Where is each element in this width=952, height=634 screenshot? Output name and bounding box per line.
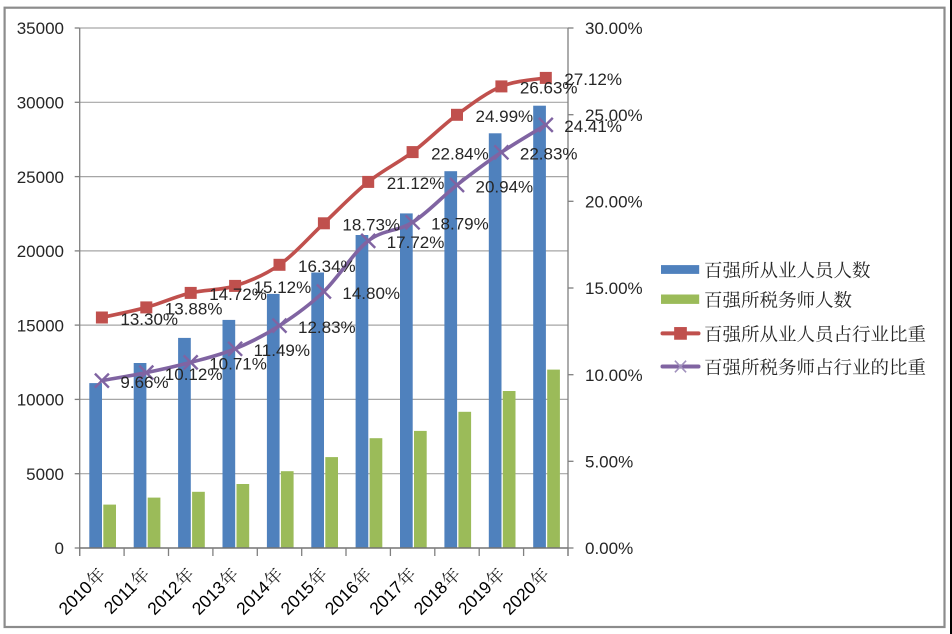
svg-text:14.72%: 14.72% bbox=[209, 285, 267, 304]
svg-text:25.00%: 25.00% bbox=[585, 106, 643, 125]
svg-text:17.72%: 17.72% bbox=[387, 233, 445, 252]
svg-text:15.12%: 15.12% bbox=[254, 278, 312, 297]
svg-text:25000: 25000 bbox=[17, 168, 64, 187]
svg-text:21.12%: 21.12% bbox=[387, 174, 445, 193]
svg-text:0: 0 bbox=[55, 539, 64, 558]
svg-text:22.83%: 22.83% bbox=[520, 145, 578, 164]
svg-text:20.00%: 20.00% bbox=[585, 193, 643, 212]
svg-text:13.88%: 13.88% bbox=[165, 300, 223, 319]
svg-text:18.73%: 18.73% bbox=[342, 216, 400, 235]
svg-text:15.00%: 15.00% bbox=[585, 279, 643, 298]
svg-text:26.63%: 26.63% bbox=[520, 79, 578, 98]
svg-text:18.79%: 18.79% bbox=[431, 215, 489, 234]
svg-text:30000: 30000 bbox=[17, 94, 64, 113]
svg-text:5000: 5000 bbox=[26, 465, 64, 484]
svg-text:30.00%: 30.00% bbox=[585, 19, 643, 38]
svg-text:27.12%: 27.12% bbox=[564, 70, 622, 89]
svg-text:0.00%: 0.00% bbox=[585, 539, 633, 558]
svg-text:20.94%: 20.94% bbox=[476, 177, 534, 196]
svg-text:9.66%: 9.66% bbox=[120, 373, 168, 392]
svg-text:15000: 15000 bbox=[17, 316, 64, 335]
svg-text:10.12%: 10.12% bbox=[165, 365, 223, 384]
svg-text:10000: 10000 bbox=[17, 391, 64, 410]
svg-text:10.00%: 10.00% bbox=[585, 366, 643, 385]
svg-text:24.41%: 24.41% bbox=[564, 117, 622, 136]
svg-text:22.84%: 22.84% bbox=[431, 144, 489, 163]
svg-text:24.99%: 24.99% bbox=[476, 107, 534, 126]
svg-text:14.80%: 14.80% bbox=[342, 284, 400, 303]
svg-text:35000: 35000 bbox=[17, 19, 64, 38]
svg-text:11.49%: 11.49% bbox=[254, 341, 310, 360]
svg-text:5.00%: 5.00% bbox=[585, 453, 633, 472]
svg-text:12.83%: 12.83% bbox=[298, 318, 356, 337]
svg-text:13.30%: 13.30% bbox=[120, 310, 178, 329]
svg-text:10.71%: 10.71% bbox=[209, 355, 267, 374]
svg-text:20000: 20000 bbox=[17, 242, 64, 261]
svg-text:16.34%: 16.34% bbox=[298, 257, 356, 276]
